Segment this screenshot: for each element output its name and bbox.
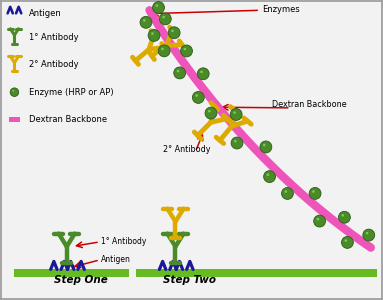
Circle shape <box>312 190 315 193</box>
Circle shape <box>148 29 160 41</box>
Circle shape <box>181 45 192 57</box>
Text: Antigen: Antigen <box>101 255 131 264</box>
Circle shape <box>162 16 165 18</box>
Circle shape <box>140 16 152 28</box>
Text: Enzyme (HRP or AP): Enzyme (HRP or AP) <box>29 88 113 97</box>
Text: 2° Antibody: 2° Antibody <box>163 145 210 154</box>
Text: Dextran Backbone: Dextran Backbone <box>29 115 107 124</box>
Circle shape <box>158 45 170 57</box>
Text: 1° Antibody: 1° Antibody <box>101 237 146 246</box>
Circle shape <box>233 111 236 114</box>
Bar <box>136 269 376 277</box>
Circle shape <box>263 144 265 146</box>
Circle shape <box>143 19 146 22</box>
Circle shape <box>230 109 242 120</box>
Circle shape <box>342 214 344 217</box>
Circle shape <box>197 68 209 80</box>
Circle shape <box>234 140 237 142</box>
Circle shape <box>155 4 158 7</box>
Circle shape <box>152 2 164 14</box>
Circle shape <box>168 27 180 39</box>
Circle shape <box>195 94 198 97</box>
Circle shape <box>192 92 204 104</box>
Circle shape <box>260 141 272 153</box>
Text: 1° Antibody: 1° Antibody <box>29 33 78 42</box>
Text: Enzymes: Enzymes <box>262 4 300 14</box>
Circle shape <box>363 229 375 241</box>
Circle shape <box>344 239 347 242</box>
Bar <box>14 269 129 277</box>
Text: Step Two: Step Two <box>163 275 216 285</box>
Bar <box>9 118 20 122</box>
Circle shape <box>12 90 14 92</box>
Circle shape <box>342 236 354 248</box>
Text: Antigen: Antigen <box>29 9 61 18</box>
Circle shape <box>317 218 319 220</box>
Circle shape <box>177 70 179 72</box>
Circle shape <box>231 137 243 149</box>
Circle shape <box>161 48 164 50</box>
Circle shape <box>208 110 211 112</box>
Text: 2° Antibody: 2° Antibody <box>29 60 78 69</box>
Circle shape <box>285 190 287 193</box>
Circle shape <box>264 171 275 182</box>
Circle shape <box>174 67 186 79</box>
Circle shape <box>339 211 350 223</box>
Circle shape <box>159 13 171 25</box>
Circle shape <box>10 88 19 97</box>
Circle shape <box>282 188 293 200</box>
Circle shape <box>183 48 186 50</box>
Circle shape <box>366 232 368 235</box>
Circle shape <box>205 107 217 119</box>
Text: Step One: Step One <box>54 275 108 285</box>
Circle shape <box>314 215 326 227</box>
Text: Dextran Backbone: Dextran Backbone <box>272 100 346 109</box>
Circle shape <box>151 32 154 35</box>
Circle shape <box>171 30 174 32</box>
Circle shape <box>309 188 321 200</box>
Circle shape <box>200 70 203 73</box>
Circle shape <box>267 173 269 176</box>
